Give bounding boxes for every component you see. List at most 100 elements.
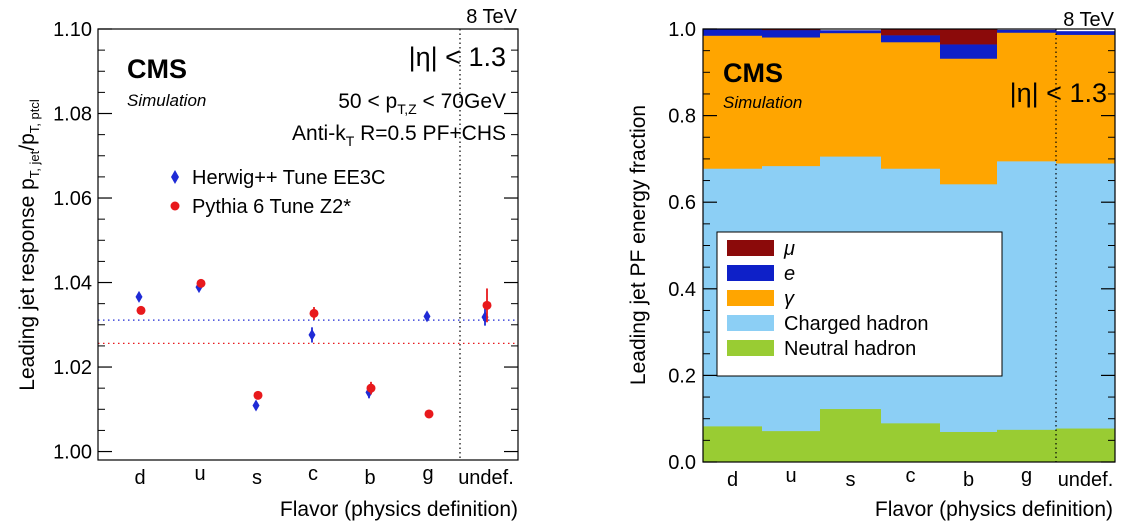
bar-item-u <box>762 29 821 31</box>
right-x-axis: d u s c b g undef. <box>727 465 1113 491</box>
point-herwig-tune-ee3c-g <box>423 310 431 323</box>
right-legend: μeγ Charged hadron Neutral hadron <box>716 231 1003 377</box>
left-average-lines <box>98 319 518 344</box>
left-y-tick-label: 1.10 <box>53 19 92 41</box>
point-pythia-6-tune-z2-u <box>196 278 206 288</box>
right-stacked-bars <box>703 29 1116 463</box>
bar-e-c <box>881 35 941 43</box>
right-y-tick-label: 0.6 <box>668 192 696 214</box>
left-y-tick-label: 1.02 <box>53 357 92 379</box>
point-pythia-6-tune-z2-g <box>424 409 434 419</box>
left-y-axis-title: Leading jet response pT, jet/pT, ptcl <box>16 99 42 391</box>
right-x-axis-title: Flavor (physics definition) <box>875 498 1113 521</box>
bar-item-d <box>703 35 763 169</box>
legend-label-herwig-tune-ee3c: Herwig++ Tune EE3C <box>192 167 385 189</box>
left-y-title-sub2: T, ptcl <box>27 99 42 133</box>
right-y-tick-label: 0.0 <box>668 452 696 474</box>
bar-neutral-hadron-b <box>940 431 998 463</box>
point-pythia-6-tune-z2-s <box>253 390 263 400</box>
bar-neutral-hadron-d <box>703 426 763 463</box>
left-y-title-sub1: T, jet <box>27 150 42 178</box>
bar-item-u <box>762 37 821 167</box>
right-x-tick-label-g: g <box>1021 465 1032 487</box>
legend-label-charged-hadron: Charged hadron <box>784 313 929 335</box>
left-algo-suffix: R=0.5 PF+CHS <box>354 122 506 145</box>
right-panel: 0.0 0.2 0.4 0.6 0.8 1.0 d u s c b g undef. 8 TeV CM… <box>627 9 1116 521</box>
bar-e-s <box>820 30 882 34</box>
left-pt-cut-prefix: 50 < p <box>338 90 397 113</box>
right-x-tick-label-s: s <box>846 469 856 491</box>
right-x-tick-label-d: d <box>727 469 738 491</box>
right-cms-label: CMS <box>723 58 783 88</box>
left-pt-cut: 50 < pT,Z < 70GeV <box>338 90 506 117</box>
left-x-axis-title: Flavor (physics definition) <box>280 498 518 521</box>
left-simulation-label: Simulation <box>127 91 206 110</box>
left-y-title-main: Leading jet response p <box>16 178 39 391</box>
point-pythia-6-tune-z2-c <box>309 308 319 318</box>
left-legend: Herwig++ Tune EE3C Pythia 6 Tune Z2* <box>170 167 385 218</box>
bar-neutral-hadron-c <box>881 423 941 463</box>
left-x-tick-label-s: s <box>252 467 262 489</box>
left-y-axis: 1.00 1.02 1.04 1.06 1.08 1.10 <box>53 19 518 464</box>
point-pythia-6-tune-z2-undef <box>482 300 492 310</box>
bar-neutral-hadron-u <box>762 430 821 463</box>
left-pt-cut-unit: < 70GeV <box>417 90 506 113</box>
right-y-tick-label: 0.2 <box>668 365 696 387</box>
right-eta-cut: |η| < 1.3 <box>1010 78 1107 108</box>
left-pt-cut-sub: T,Z <box>397 101 417 117</box>
legend-swatch-charged-hadron <box>727 315 774 331</box>
left-x-tick-label-d: d <box>134 467 145 489</box>
legend-label-pythia-6-tune-z2: Pythia 6 Tune Z2* <box>192 196 351 218</box>
bar-item-g <box>997 32 1057 162</box>
legend-label-item: γ <box>784 288 795 310</box>
right-legend-entries: μeγ Charged hadron Neutral hadron <box>727 238 929 360</box>
left-x-tick-label-g: g <box>422 463 433 485</box>
left-y-tick-label: 1.08 <box>53 104 92 126</box>
right-x-tick-label-c: c <box>906 465 916 487</box>
bar-neutral-hadron-s <box>820 408 882 463</box>
left-x-tick-label-undef: undef. <box>458 467 514 489</box>
right-x-tick-label-u: u <box>785 465 796 487</box>
point-herwig-tune-ee3c-c <box>308 328 316 341</box>
legend-swatch-e <box>727 265 774 281</box>
left-energy-label: 8 TeV <box>466 6 517 28</box>
left-data-points <box>135 278 492 419</box>
left-plot-frame <box>97 28 519 461</box>
left-x-axis: d u s c b g undef. <box>134 463 513 489</box>
bar-e-g <box>997 29 1057 33</box>
point-herwig-tune-ee3c-s <box>252 399 260 412</box>
legend-marker-herwig-tune-ee3c <box>171 170 179 184</box>
left-algo-label: Anti-kT R=0.5 PF+CHS <box>292 122 506 149</box>
right-simulation-label: Simulation <box>723 93 802 112</box>
left-y-tick-label: 1.04 <box>53 273 92 295</box>
bar-neutral-hadron-undef <box>1056 428 1116 463</box>
legend-swatch-item <box>727 240 774 256</box>
legend-swatch-item <box>727 290 774 306</box>
left-algo-prefix: Anti-k <box>292 122 346 145</box>
right-y-axis-title: Leading jet PF energy fraction <box>627 105 650 385</box>
legend-label-e: e <box>784 263 795 285</box>
left-x-tick-label-b: b <box>364 467 375 489</box>
bar-item-undef <box>1056 34 1116 164</box>
legend-label-item: μ <box>783 238 795 260</box>
left-x-tick-label-c: c <box>308 463 318 485</box>
legend-label-neutral-hadron: Neutral hadron <box>784 338 916 360</box>
left-x-tick-label-u: u <box>194 463 205 485</box>
bar-charged-hadron-g <box>997 161 1057 430</box>
right-x-tick-label-b: b <box>963 469 974 491</box>
left-y-title-mid: /p <box>16 133 39 151</box>
bar-e-undef <box>1056 31 1116 35</box>
left-eta-cut: |η| < 1.3 <box>409 42 506 72</box>
right-y-tick-label: 0.4 <box>668 279 696 301</box>
right-y-tick-label: 1.0 <box>668 19 696 41</box>
bar-neutral-hadron-g <box>997 429 1057 463</box>
bar-item-b <box>940 58 998 185</box>
bar-e-u <box>762 29 821 38</box>
bar-item-c <box>881 29 941 36</box>
left-y-tick-label: 1.00 <box>53 442 92 464</box>
bar-item-c <box>881 41 941 169</box>
left-cms-label: CMS <box>127 54 187 84</box>
point-pythia-6-tune-z2-b <box>366 383 376 393</box>
